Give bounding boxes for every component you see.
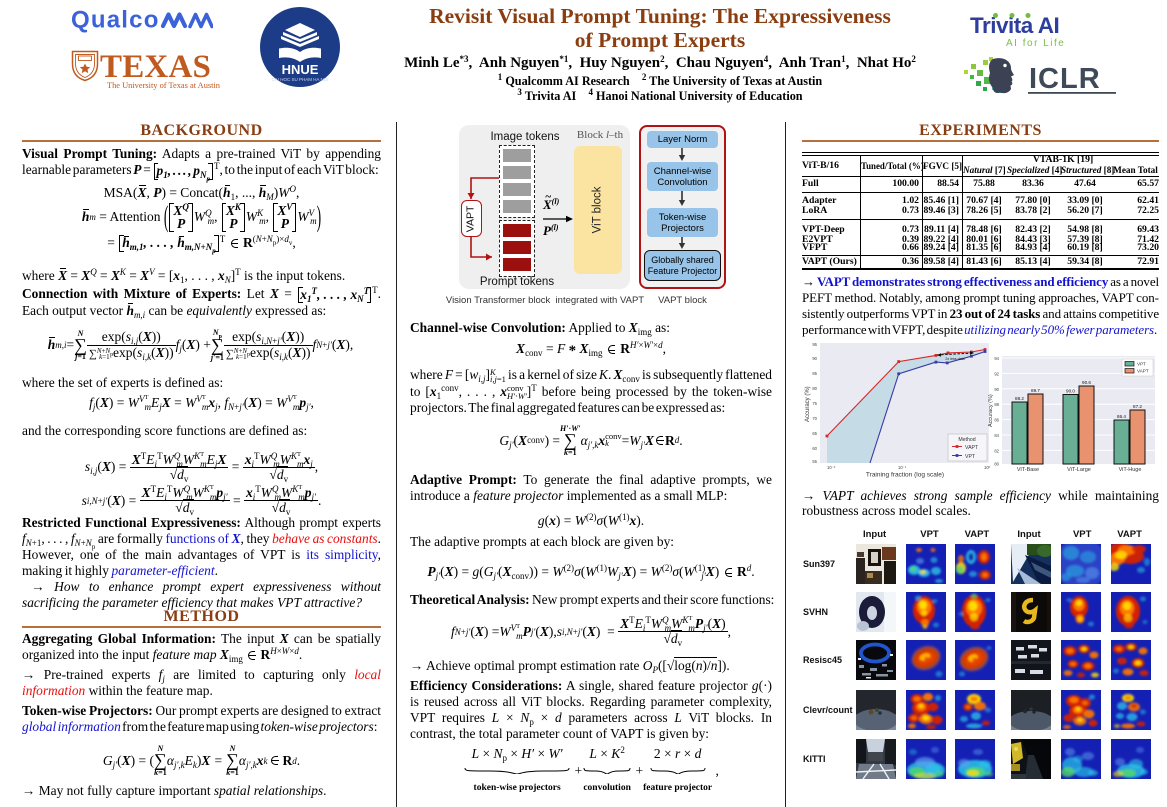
svg-text:75: 75	[812, 401, 817, 406]
svg-text:95: 95	[812, 342, 817, 347]
svg-text:The University of Texas at Aus: The University of Texas at Austin	[107, 81, 221, 90]
svg-text:10⁰: 10⁰	[984, 465, 991, 470]
svg-text:VPT: VPT	[965, 454, 976, 460]
svg-text:ICLR: ICLR	[1029, 63, 1101, 95]
svg-text:Qualco: Qualco	[71, 7, 160, 33]
svg-text:10⁻²: 10⁻²	[827, 465, 836, 470]
svg-text:89.7: 89.7	[1031, 388, 1040, 393]
svg-text:90.6: 90.6	[1082, 380, 1091, 385]
svg-text:HNUE: HNUE	[282, 62, 319, 77]
svg-text:92: 92	[994, 371, 999, 376]
svg-text:TEXAS: TEXAS	[100, 50, 211, 85]
svg-text:VAPT: VAPT	[965, 445, 979, 451]
svg-text:VPT: VPT	[1073, 529, 1092, 540]
svg-text:Accuracy (%): Accuracy (%)	[805, 386, 811, 422]
svg-text:88: 88	[994, 402, 999, 407]
svg-text:Input: Input	[1017, 529, 1041, 540]
svg-text:84: 84	[994, 433, 999, 438]
svg-text:88.2: 88.2	[1015, 396, 1024, 401]
svg-text:VAPT: VAPT	[1137, 368, 1149, 373]
svg-text:85: 85	[812, 371, 817, 376]
svg-text:86: 86	[994, 417, 999, 422]
svg-text:Resisc45: Resisc45	[803, 655, 842, 665]
svg-text:Trivita AI: Trivita AI	[970, 13, 1059, 38]
svg-text:ViT-Large: ViT-Large	[1067, 467, 1091, 473]
svg-text:ViT-Huge: ViT-Huge	[1119, 467, 1142, 473]
svg-text:90.0: 90.0	[1066, 388, 1075, 393]
svg-text:Clevr/count: Clevr/count	[803, 705, 853, 715]
svg-text:55: 55	[812, 459, 817, 464]
svg-text:10⁻¹: 10⁻¹	[898, 465, 907, 470]
svg-text:Accuracy (%): Accuracy (%)	[988, 394, 994, 427]
svg-text:87.2: 87.2	[1133, 404, 1142, 409]
svg-text:VPT: VPT	[1137, 361, 1146, 366]
svg-text:Training fraction (log scale): Training fraction (log scale)	[866, 471, 944, 478]
svg-text:VAPT: VAPT	[965, 529, 990, 540]
svg-text:65: 65	[812, 431, 817, 436]
svg-text:Input: Input	[863, 529, 887, 540]
svg-text:DAI HOC SU PHAM HA NOI: DAI HOC SU PHAM HA NOI	[271, 77, 328, 82]
svg-text:82: 82	[994, 448, 999, 453]
svg-text:VPT: VPT	[920, 529, 939, 540]
svg-text:Sun397: Sun397	[803, 559, 835, 569]
svg-text:Method: Method	[958, 437, 975, 443]
svg-text:2x less data: 2x less data	[945, 357, 964, 361]
svg-text:SVHN: SVHN	[803, 607, 828, 617]
svg-text:ViT-Base: ViT-Base	[1017, 467, 1039, 473]
svg-text:AI for Life: AI for Life	[1006, 38, 1065, 48]
svg-text:90: 90	[994, 386, 999, 391]
svg-text:70: 70	[812, 416, 817, 421]
svg-text:KITTI: KITTI	[803, 754, 826, 764]
svg-text:94: 94	[994, 356, 999, 361]
svg-text:VAPT: VAPT	[1117, 529, 1142, 540]
svg-text:86.4: 86.4	[1117, 414, 1126, 419]
svg-text:90: 90	[812, 356, 817, 361]
svg-text:60: 60	[812, 446, 817, 451]
svg-text:80: 80	[994, 461, 999, 466]
svg-text:80: 80	[812, 386, 817, 391]
